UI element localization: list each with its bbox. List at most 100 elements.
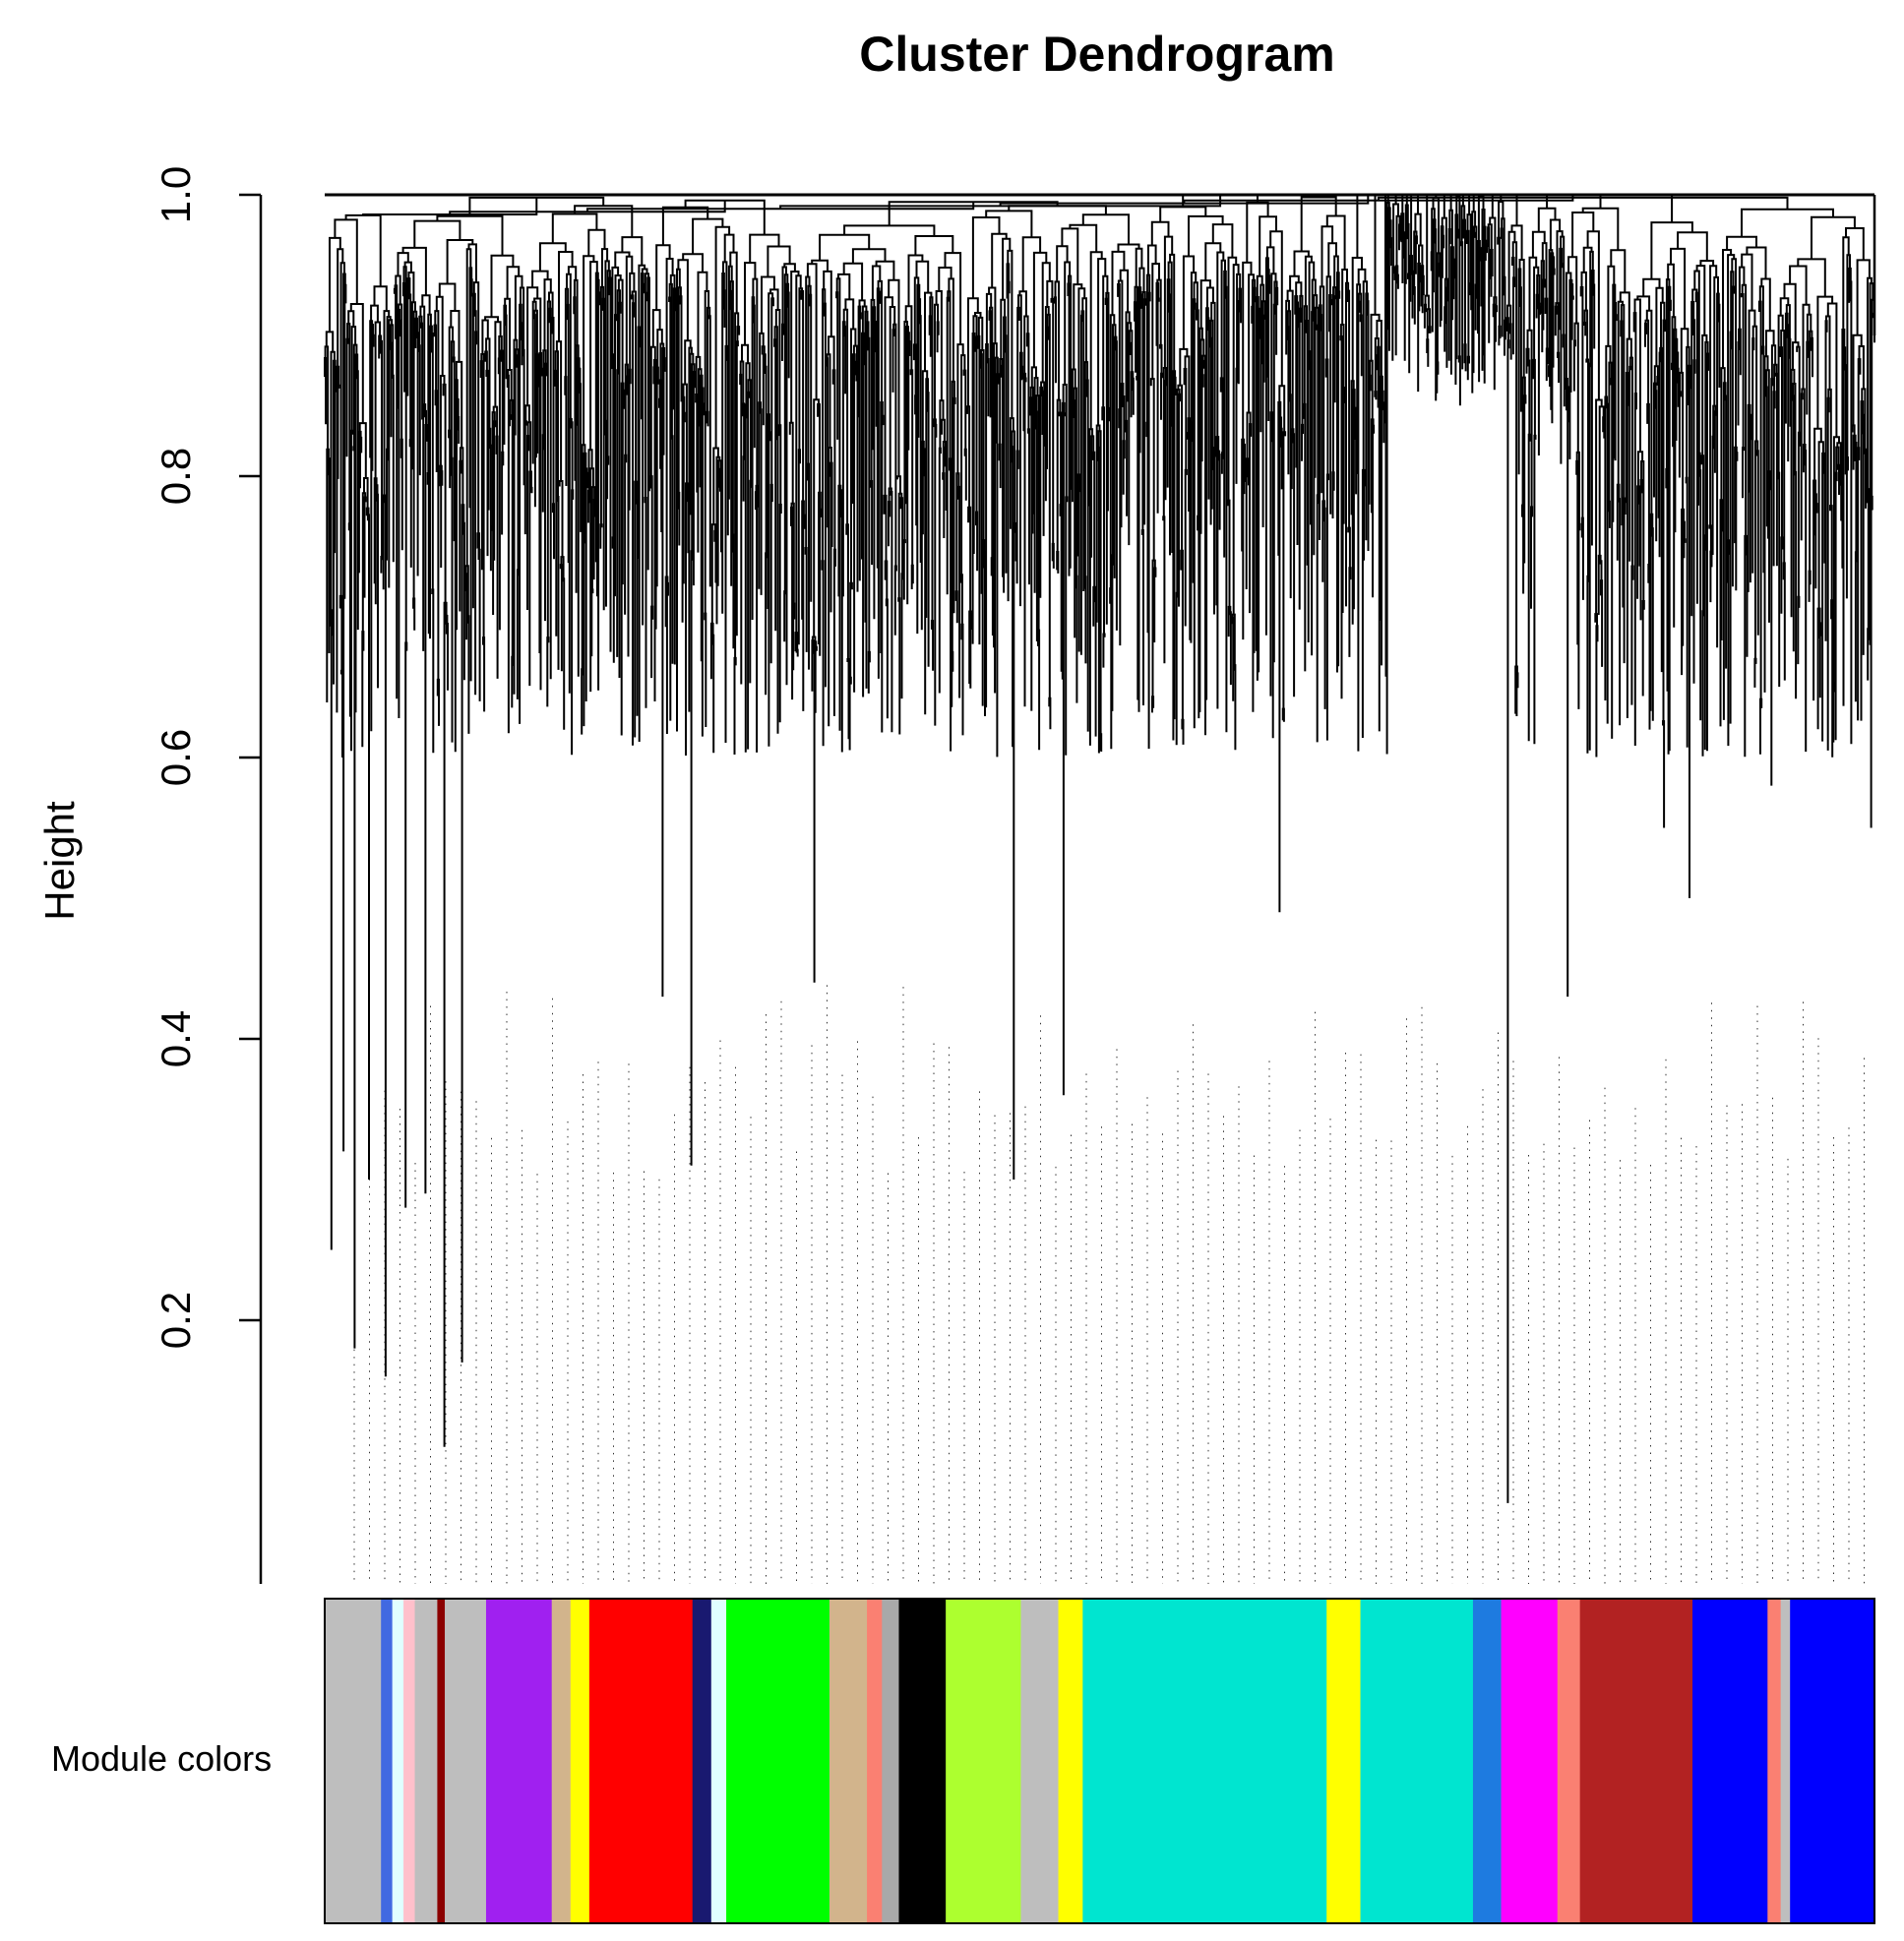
dendrogram-branch — [1759, 698, 1763, 755]
dendrogram-branch — [1034, 410, 1038, 641]
dendrogram-branch — [858, 312, 862, 581]
dendrogram-branch — [1469, 282, 1473, 311]
dendrogram-branch — [630, 294, 635, 304]
dendrogram-branch — [1654, 390, 1658, 542]
dendrogram-branch — [1489, 265, 1493, 297]
dendrogram-branch — [1128, 341, 1132, 546]
dendrogram-branch — [1740, 293, 1745, 449]
dendrogram-branch — [1761, 345, 1765, 574]
dendrogram-branch — [1694, 291, 1698, 604]
dendrogram-branch — [682, 253, 704, 273]
dendrogram-branch — [1436, 361, 1440, 394]
dendrogram-branch — [558, 480, 564, 558]
dendrogram-branch — [1426, 308, 1431, 340]
dendrogram-branch — [926, 392, 930, 667]
module-color-segment — [392, 1599, 404, 1923]
dendrogram-branch — [352, 446, 356, 1349]
dendrogram-branch — [1527, 433, 1531, 742]
dendrogram-branch — [457, 416, 461, 445]
dendrogram-branch — [870, 480, 874, 566]
dendrogram-branch — [1605, 402, 1609, 724]
dendrogram-branch — [1717, 303, 1721, 388]
dendrogram-branch — [1829, 505, 1833, 601]
dendrogram-branch — [794, 632, 799, 652]
dendrogram-branch — [1193, 302, 1197, 729]
dendrogram-branch — [1548, 365, 1552, 387]
dendrogram-branch — [1073, 399, 1076, 638]
y-tick-label: 0.4 — [153, 1010, 199, 1067]
module-color-segment — [1790, 1599, 1875, 1923]
dendrogram-branch — [1342, 393, 1346, 524]
dendrogram-branch — [1272, 303, 1276, 663]
dendrogram-branch — [1056, 551, 1060, 574]
dendrogram-branch — [1316, 494, 1320, 743]
dendrogram-branch — [1518, 286, 1522, 412]
dendrogram-branch — [1430, 251, 1434, 333]
dendrogram-branch — [773, 338, 777, 632]
dendrogram-branch — [910, 564, 914, 589]
dendrogram-branch — [1402, 241, 1406, 361]
dendrogram-branch — [662, 357, 666, 455]
dendrogram-branch — [1724, 394, 1728, 669]
dendrogram-branch — [1586, 575, 1590, 754]
dendrogram-branch — [1814, 503, 1818, 589]
dendrogram-branch — [1577, 522, 1581, 709]
dendrogram-branch — [393, 287, 398, 339]
dendrogram-branch — [1742, 447, 1746, 499]
dendrogram-branch — [1183, 368, 1188, 470]
dendrogram-branch — [1537, 306, 1541, 455]
dendrogram-branch — [1091, 451, 1096, 587]
dendrogram-branch — [1497, 236, 1501, 327]
dendrogram-branch — [1037, 629, 1041, 751]
dendrogram-branch — [1114, 340, 1118, 631]
dendrogram-branch — [1727, 548, 1731, 747]
dendrogram-branch — [1075, 575, 1078, 703]
dendrogram-branch — [967, 506, 972, 612]
dendrogram-branch — [1484, 242, 1488, 261]
dendrogram-branch — [1863, 448, 1867, 509]
dendrogram-branch — [370, 304, 379, 323]
dendrogram-branch — [888, 501, 891, 547]
dendrogram-branch — [1647, 564, 1651, 730]
dendrogram-branch — [765, 552, 768, 696]
dendrogram-branch — [1557, 351, 1561, 384]
dendrogram-branch — [1405, 222, 1410, 274]
dendrogram-branch — [802, 514, 806, 711]
dendrogram-branch — [930, 620, 935, 671]
dendrogram-branch — [1004, 334, 1008, 574]
dendrogram-branch — [865, 321, 870, 689]
dendrogram-branch — [877, 290, 881, 679]
dendrogram-branch — [1822, 468, 1826, 564]
dendrogram-branch — [1832, 682, 1836, 743]
dendrogram-branch — [1867, 628, 1871, 681]
dendrogram-branch — [1059, 504, 1063, 672]
dendrogram-branch — [522, 348, 525, 486]
dendrogram-branch — [1196, 309, 1199, 516]
dendrogram-branch — [1228, 611, 1232, 686]
dendrogram-branch — [972, 335, 976, 554]
dendrogram-branch — [459, 459, 462, 612]
dendrogram-branch — [337, 384, 340, 479]
dendrogram-branch — [500, 349, 504, 453]
dendrogram-branch — [1087, 489, 1091, 746]
dendrogram-branch — [670, 435, 674, 664]
dendrogram-branch — [1646, 402, 1650, 565]
dendrogram-branch — [514, 354, 518, 436]
dendrogram-branch — [1395, 273, 1399, 289]
dendrogram-branch — [1466, 355, 1470, 381]
dendrogram-branch — [909, 369, 914, 566]
dendrogram-branch — [436, 678, 440, 726]
dendrogram-branch — [1662, 720, 1666, 828]
dendrogram-branch — [1016, 306, 1020, 452]
dendrogram-branch — [1602, 416, 1606, 439]
dendrogram-branch — [1145, 421, 1149, 634]
dendrogram-branch — [1069, 480, 1073, 569]
dendrogram-branch — [618, 301, 622, 678]
dendrogram-branch — [914, 394, 918, 526]
dendrogram-branch — [1366, 300, 1370, 551]
dendrogram-branch — [652, 366, 656, 701]
dendrogram-branch — [1479, 251, 1483, 307]
dendrogram-branch — [1443, 306, 1447, 352]
dendrogram-branch — [1731, 285, 1735, 587]
dendrogram-branch — [1147, 291, 1151, 750]
